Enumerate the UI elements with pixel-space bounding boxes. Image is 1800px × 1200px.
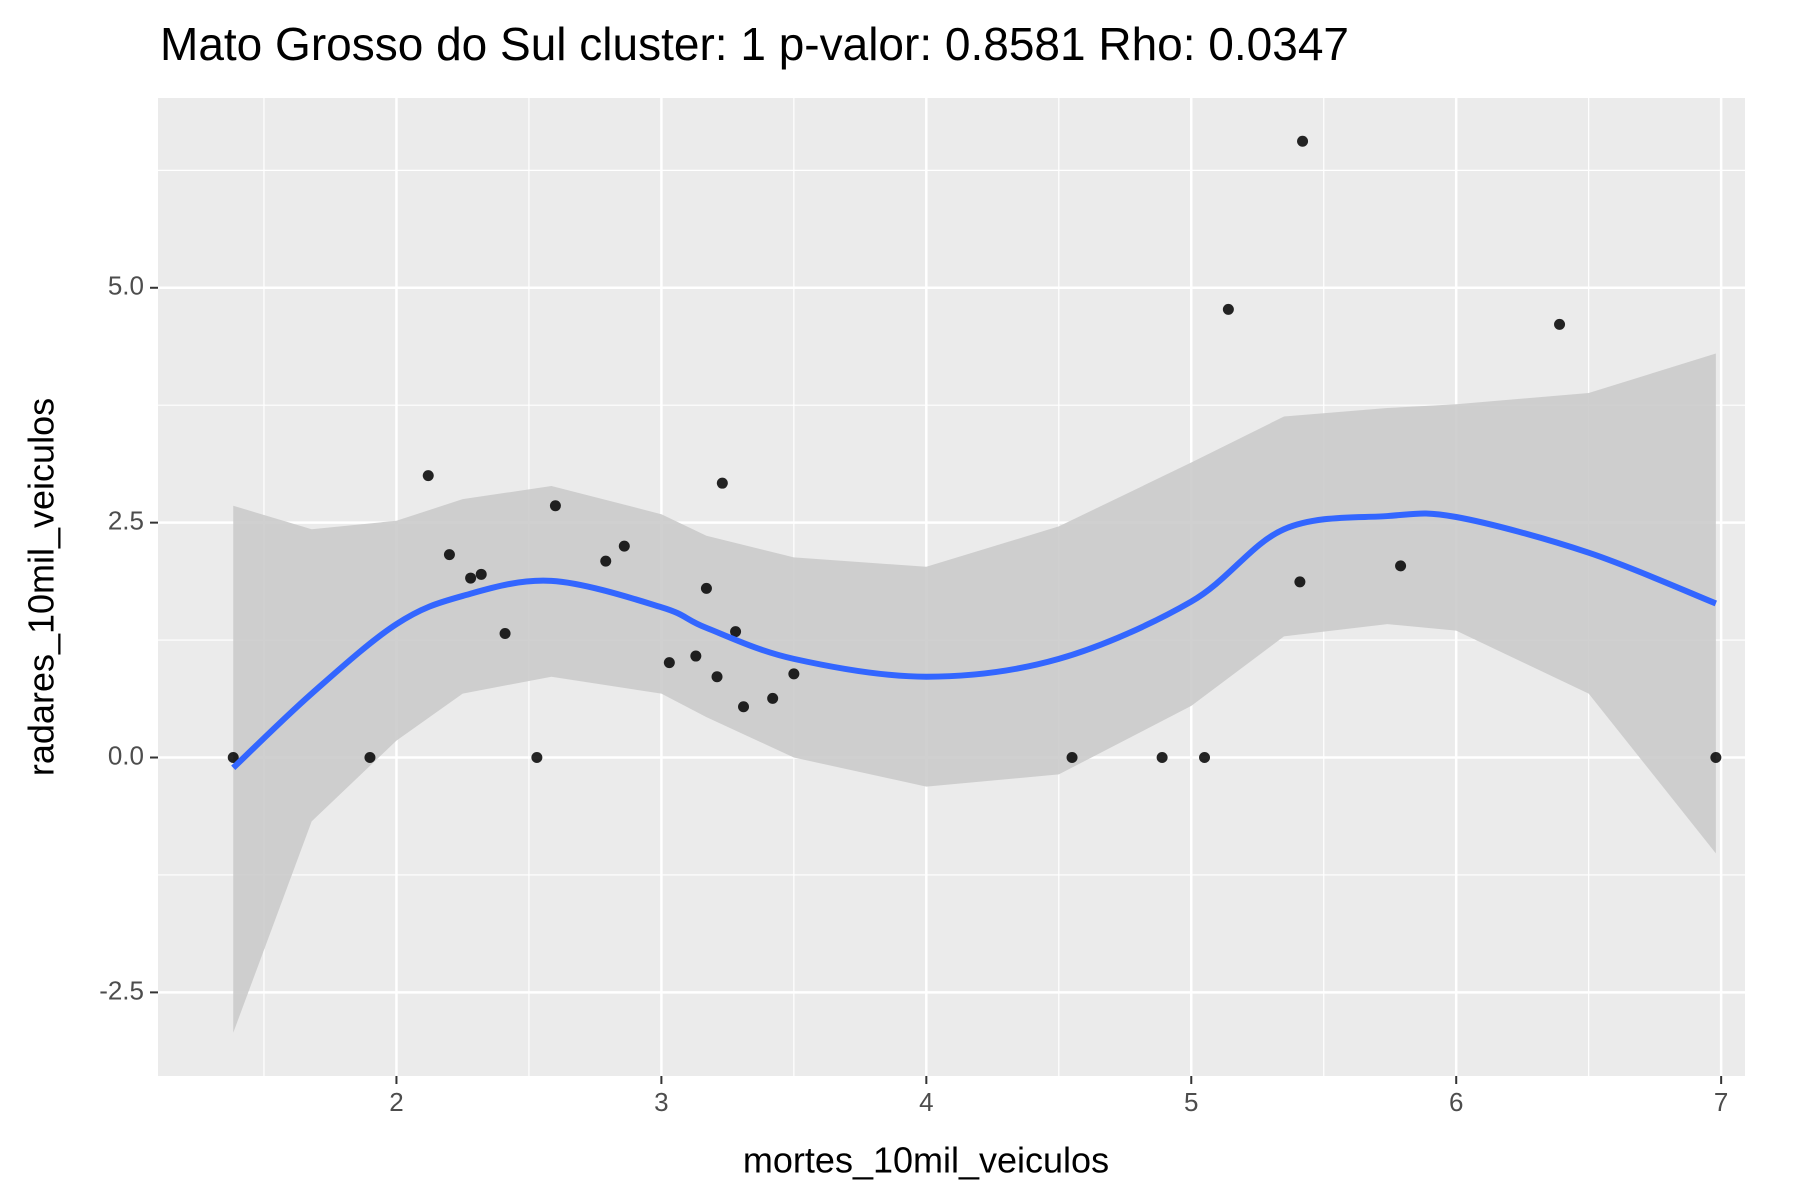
point <box>767 692 779 704</box>
y-tick-label: -2.5 <box>99 975 144 1005</box>
smooth-line <box>231 510 1717 771</box>
point <box>690 650 702 662</box>
point <box>549 500 561 512</box>
x-tick-label: 3 <box>654 1087 668 1117</box>
point <box>443 549 455 561</box>
x-tick-label: 5 <box>1184 1087 1198 1117</box>
point <box>618 540 630 552</box>
point <box>1222 303 1234 315</box>
confidence-band <box>233 353 1716 1033</box>
point <box>531 752 543 764</box>
point <box>788 668 800 680</box>
chart-title: Mato Grosso do Sul cluster: 1 p-valor: 0… <box>160 18 1349 70</box>
x-tick-label: 7 <box>1714 1087 1728 1117</box>
x-tick-label: 6 <box>1449 1087 1463 1117</box>
x-tick-label: 4 <box>919 1087 933 1117</box>
point <box>475 568 487 580</box>
point <box>716 477 728 489</box>
point <box>1199 752 1211 764</box>
point <box>1294 576 1306 588</box>
point <box>700 582 712 594</box>
y-tick-label: 5.0 <box>108 271 144 301</box>
y-tick-label: 2.5 <box>108 506 144 536</box>
point <box>227 752 239 764</box>
point <box>1066 752 1078 764</box>
point <box>1156 752 1168 764</box>
point <box>465 572 477 584</box>
point <box>1710 752 1722 764</box>
x-tick-label: 2 <box>389 1087 403 1117</box>
point <box>1554 318 1566 330</box>
point <box>364 752 376 764</box>
point <box>600 555 612 567</box>
point <box>711 671 723 683</box>
point <box>1297 135 1309 147</box>
x-axis-title: mortes_10mil_veiculos <box>743 1140 1109 1181</box>
point <box>1395 560 1407 572</box>
y-tick-label: 0.0 <box>108 740 144 770</box>
point <box>422 470 434 482</box>
point <box>663 657 675 669</box>
point <box>730 626 742 638</box>
point <box>499 628 511 640</box>
point <box>738 701 750 713</box>
y-axis-title: radares_10mil_veiculos <box>21 398 62 776</box>
